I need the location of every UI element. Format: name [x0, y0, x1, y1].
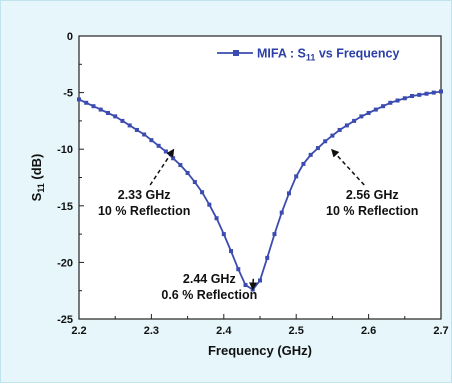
annotations: 2.33 GHz 10 % Reflection 2.56 GHz 10 % Refl…	[98, 148, 418, 302]
x-tick-label: 2.2	[71, 325, 86, 337]
data-point	[410, 93, 415, 98]
data-point	[236, 267, 241, 272]
data-point	[77, 97, 81, 102]
data-point	[439, 89, 443, 94]
ylabel-sub: 11	[36, 183, 46, 193]
x-axis-title: Frequency (GHz)	[208, 343, 312, 358]
data-point	[156, 143, 161, 148]
data-point	[265, 255, 270, 260]
data-point	[366, 110, 371, 115]
data-point	[98, 107, 103, 112]
data-point	[381, 104, 386, 109]
data-point	[229, 249, 234, 254]
data-point	[402, 96, 407, 101]
data-point	[294, 174, 299, 179]
data-point	[388, 100, 393, 105]
x-tick-label: 2.4	[216, 325, 232, 337]
y-tick-label: 0	[67, 31, 73, 43]
data-point	[171, 156, 176, 161]
legend: MIFA : S11 vs Frequency	[217, 47, 399, 63]
data-point	[214, 216, 219, 221]
data-point	[243, 283, 248, 288]
legend-sub: 11	[306, 53, 316, 63]
annotation-text: 2.56 GHz 10 % Reflection	[326, 188, 418, 218]
annotation-text: 2.44 GHz 0.6 % Reflection	[161, 272, 257, 302]
data-point	[344, 123, 349, 128]
ylabel-main: S	[29, 192, 44, 201]
y-axis: 0 -5 -10 -15 -20 -25	[57, 31, 84, 326]
data-point	[127, 123, 132, 128]
legend-label: MIFA : S11 vs Frequency	[257, 47, 399, 63]
data-point	[279, 210, 284, 215]
x-tick-label: 2.5	[289, 325, 304, 337]
data-point	[301, 161, 306, 166]
data-point	[352, 118, 357, 123]
plot-area	[78, 35, 442, 320]
data-point	[134, 127, 139, 132]
legend-marker	[233, 50, 239, 56]
y-tick-label: -20	[57, 257, 73, 269]
data-point	[395, 98, 400, 103]
y-axis-title: S11 (dB)	[29, 154, 46, 202]
data-point	[308, 152, 313, 157]
data-point	[207, 202, 212, 207]
data-point	[185, 170, 190, 175]
y-tick-label: -25	[57, 314, 73, 326]
legend-main: MIFA : S	[257, 47, 306, 61]
legend-rest: vs Frequency	[315, 47, 399, 61]
data-point	[359, 114, 364, 119]
data-point	[417, 92, 422, 97]
y-tick-label: -10	[57, 144, 73, 156]
annotation-line: 10 % Reflection	[326, 204, 418, 218]
data-point	[120, 118, 125, 123]
data-point	[258, 278, 262, 283]
annotation: 2.56 GHz 10 % Reflection	[326, 148, 418, 218]
data-point	[113, 114, 118, 119]
data-point	[323, 139, 328, 144]
data-point	[424, 91, 429, 96]
annotation-text: 2.33 GHz 10 % Reflection	[98, 188, 190, 218]
data-point	[84, 100, 89, 105]
data-point	[431, 90, 436, 95]
data-point	[330, 133, 335, 138]
annotation-line: 2.33 GHz	[118, 188, 171, 202]
x-axis: 2.2 2.3 2.4 2.5 2.6 2.7	[71, 314, 449, 337]
data-point	[178, 163, 183, 168]
data-point	[221, 232, 226, 237]
annotation-line: 0.6 % Reflection	[161, 288, 257, 302]
data-point	[286, 191, 291, 196]
data-point	[142, 132, 147, 137]
x-tick-label: 2.6	[361, 325, 376, 337]
data-point	[149, 138, 154, 143]
ylabel-rest: (dB)	[29, 154, 44, 184]
series-layer	[77, 89, 443, 292]
data-point	[192, 180, 197, 185]
annotation-arrow	[331, 148, 365, 186]
data-point	[315, 146, 320, 151]
annotation-arrow	[249, 278, 258, 291]
annotation-line: 10 % Reflection	[98, 204, 190, 218]
data-point	[91, 104, 96, 109]
annotation: 2.44 GHz 0.6 % Reflection	[161, 272, 257, 302]
data-point	[163, 149, 168, 154]
x-tick-label: 2.7	[433, 325, 448, 337]
data-point	[200, 190, 205, 195]
data-point	[373, 107, 378, 112]
data-point	[337, 127, 342, 132]
y-tick-label: -5	[63, 88, 73, 100]
x-tick-label: 2.3	[144, 325, 159, 337]
annotation-line: 2.44 GHz	[183, 272, 236, 286]
annotation-line: 2.56 GHz	[346, 188, 399, 202]
y-tick-label: -15	[57, 201, 73, 213]
data-point	[105, 110, 110, 115]
data-point	[272, 232, 277, 237]
annotation: 2.33 GHz 10 % Reflection	[98, 148, 190, 218]
